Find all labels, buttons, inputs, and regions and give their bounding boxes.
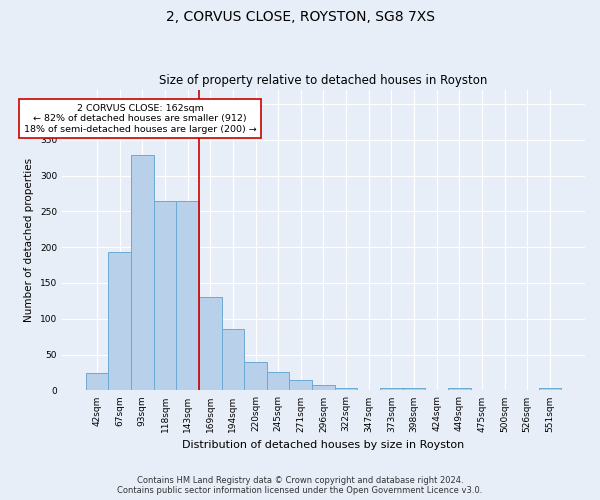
Y-axis label: Number of detached properties: Number of detached properties [24, 158, 34, 322]
Bar [131, 156, 154, 390]
Bar [176, 202, 199, 390]
Bar [312, 386, 335, 390]
Text: 2, CORVUS CLOSE, ROYSTON, SG8 7XS: 2, CORVUS CLOSE, ROYSTON, SG8 7XS [166, 10, 434, 24]
Bar [335, 388, 358, 390]
Bar [86, 372, 109, 390]
Bar [267, 372, 289, 390]
Bar [380, 388, 403, 390]
Bar [448, 388, 470, 390]
Bar [289, 380, 312, 390]
Bar [539, 388, 561, 390]
Text: 2 CORVUS CLOSE: 162sqm
← 82% of detached houses are smaller (912)
18% of semi-de: 2 CORVUS CLOSE: 162sqm ← 82% of detached… [23, 104, 256, 134]
Bar [244, 362, 267, 390]
Bar [221, 329, 244, 390]
Bar [109, 252, 131, 390]
Bar [403, 388, 425, 390]
Text: Contains HM Land Registry data © Crown copyright and database right 2024.
Contai: Contains HM Land Registry data © Crown c… [118, 476, 482, 495]
Bar [199, 298, 221, 390]
X-axis label: Distribution of detached houses by size in Royston: Distribution of detached houses by size … [182, 440, 464, 450]
Bar [154, 202, 176, 390]
Title: Size of property relative to detached houses in Royston: Size of property relative to detached ho… [159, 74, 488, 87]
